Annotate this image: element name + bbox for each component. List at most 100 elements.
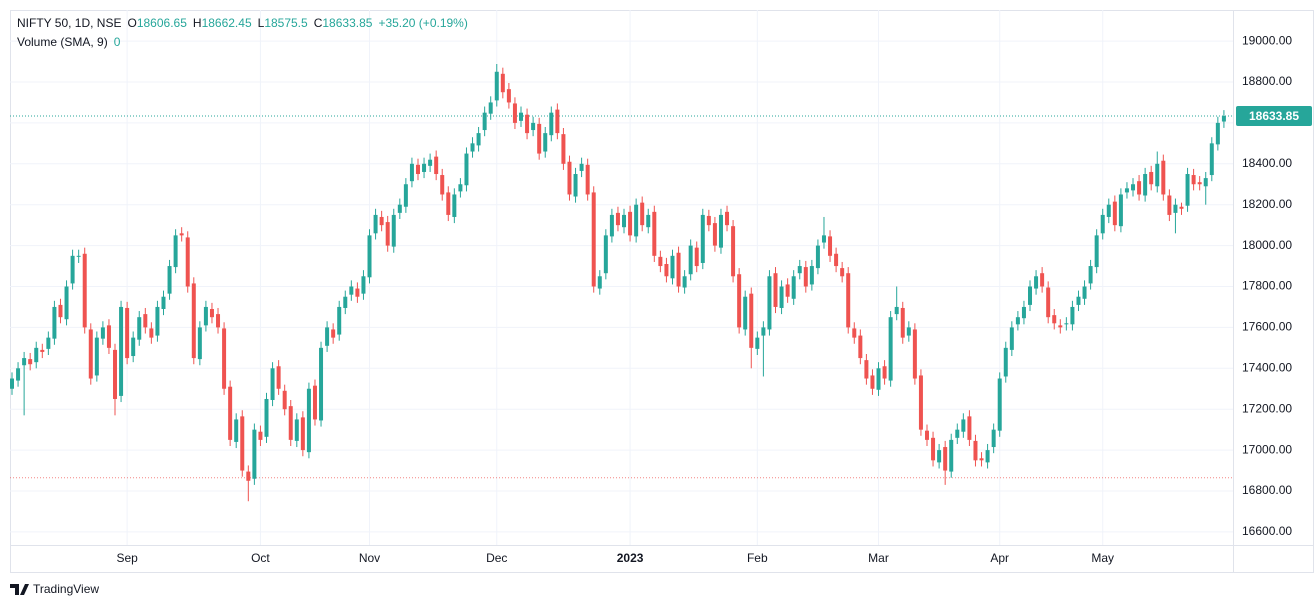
candle-body bbox=[149, 328, 154, 338]
y-tick-label: 17200.00 bbox=[1242, 401, 1292, 415]
y-tick-label: 17600.00 bbox=[1242, 320, 1292, 334]
candle-body bbox=[767, 276, 772, 330]
x-tick-label: Sep bbox=[116, 551, 138, 565]
candle-body bbox=[779, 286, 784, 308]
candle-body bbox=[494, 71, 499, 101]
candle-body bbox=[82, 253, 87, 328]
candle-body bbox=[319, 347, 324, 421]
x-tick-label: 2023 bbox=[617, 551, 644, 565]
candle-body bbox=[912, 329, 917, 379]
candle-body bbox=[1197, 182, 1202, 185]
candle-body bbox=[561, 134, 566, 164]
candle-body bbox=[628, 211, 633, 236]
candle-body bbox=[543, 133, 548, 152]
candle-body bbox=[1143, 174, 1148, 196]
candle-body bbox=[1040, 273, 1045, 287]
candle-body bbox=[906, 327, 911, 336]
candle-body bbox=[858, 335, 863, 359]
candle-body bbox=[240, 416, 245, 471]
candle-body bbox=[591, 192, 596, 287]
candle-body bbox=[1185, 174, 1190, 206]
candle-body bbox=[1155, 163, 1160, 187]
candle-body bbox=[34, 347, 39, 363]
candle-body bbox=[931, 437, 936, 461]
candle-body bbox=[603, 235, 608, 274]
candle-body bbox=[961, 419, 966, 432]
candle-body bbox=[615, 212, 620, 226]
candle-body bbox=[894, 306, 899, 315]
indicator-name: Volume (SMA, 9) bbox=[17, 35, 108, 49]
candle-body bbox=[367, 235, 372, 278]
candle-body bbox=[640, 202, 645, 226]
x-tick-label: Apr bbox=[990, 551, 1009, 565]
candle-body bbox=[1179, 206, 1184, 209]
candle-body bbox=[900, 307, 905, 338]
candle-body bbox=[458, 184, 463, 192]
candle-body bbox=[470, 143, 475, 152]
candle-body bbox=[58, 304, 63, 318]
candle-body bbox=[852, 328, 857, 338]
ohlc-key: C bbox=[314, 16, 323, 30]
candle-body bbox=[440, 175, 445, 195]
candle-body bbox=[355, 288, 360, 297]
candle-body bbox=[555, 109, 560, 134]
candle-body bbox=[973, 440, 978, 461]
candle-body bbox=[676, 252, 681, 287]
candle-body bbox=[718, 214, 723, 248]
candle-body bbox=[525, 114, 530, 134]
candle-body bbox=[737, 274, 742, 328]
candle-body bbox=[1058, 325, 1063, 328]
candle-body bbox=[549, 112, 554, 136]
candle-body bbox=[949, 439, 954, 472]
candle-body bbox=[9, 378, 14, 389]
candle-body bbox=[1076, 296, 1081, 305]
candle-body bbox=[773, 273, 778, 307]
candle-body bbox=[203, 306, 208, 326]
candle-body bbox=[331, 329, 336, 338]
candle-body bbox=[252, 429, 257, 479]
candle-body bbox=[379, 216, 384, 226]
y-tick-label: 18800.00 bbox=[1242, 74, 1292, 88]
candle-body bbox=[821, 235, 826, 243]
candle-body bbox=[791, 276, 796, 299]
candle-body bbox=[834, 253, 839, 267]
candle-body bbox=[864, 360, 869, 379]
candle-body bbox=[137, 317, 142, 340]
candle-body bbox=[924, 430, 929, 440]
candle-body bbox=[997, 378, 1002, 431]
candle-body bbox=[1221, 115, 1226, 122]
y-tick-label: 18200.00 bbox=[1242, 197, 1292, 211]
candle-body bbox=[167, 266, 172, 294]
candle-body bbox=[209, 308, 214, 318]
indicator-value: 0 bbox=[114, 35, 121, 49]
x-tick-label: May bbox=[1091, 551, 1114, 565]
candle-body bbox=[94, 337, 99, 376]
candle-body bbox=[694, 247, 699, 267]
candle-body bbox=[1131, 184, 1136, 191]
candle-body bbox=[1082, 286, 1087, 299]
candle-body bbox=[446, 192, 451, 215]
candle-body bbox=[325, 327, 330, 346]
candle-body bbox=[1112, 201, 1117, 226]
candle-body bbox=[979, 458, 984, 461]
candle-body bbox=[809, 266, 814, 285]
candle-body bbox=[125, 307, 130, 359]
x-tick-label: Nov bbox=[359, 551, 380, 565]
candle-body bbox=[76, 255, 81, 257]
candle-body bbox=[537, 123, 542, 154]
candle-body bbox=[597, 276, 602, 289]
candle-body bbox=[815, 245, 820, 269]
candle-body bbox=[1191, 175, 1196, 185]
candle-body bbox=[870, 375, 875, 389]
candle-body bbox=[567, 161, 572, 195]
candles bbox=[9, 63, 1226, 502]
change-value: +35.20 (+0.19%) bbox=[378, 16, 467, 30]
candle-body bbox=[1161, 160, 1166, 195]
candle-body bbox=[40, 349, 45, 352]
candle-body bbox=[876, 368, 881, 390]
candle-body bbox=[1088, 266, 1093, 284]
candle-body bbox=[688, 245, 693, 275]
candle-body bbox=[343, 296, 348, 308]
candle-body bbox=[943, 447, 948, 471]
candle-body bbox=[28, 359, 33, 365]
